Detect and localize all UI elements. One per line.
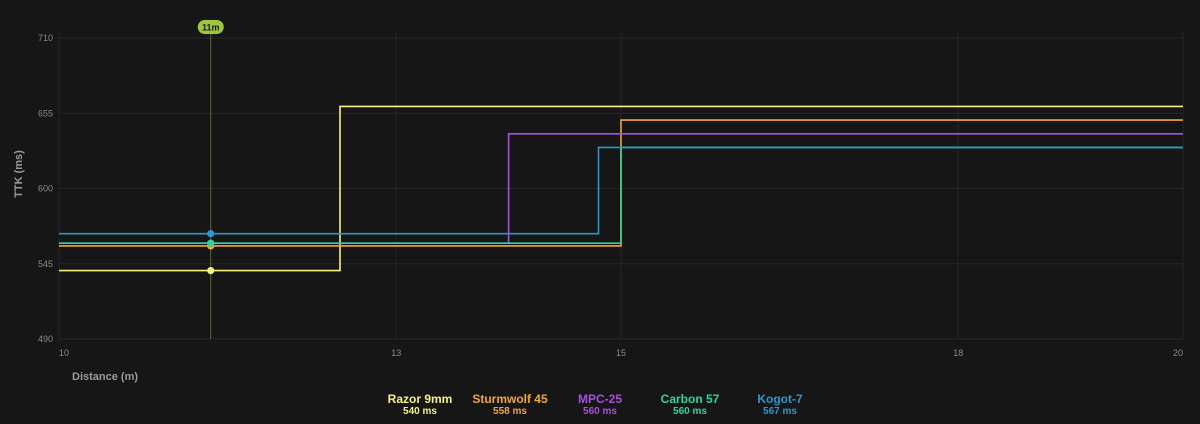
y-axis-title: TTK (ms) <box>13 150 25 198</box>
legend-series-name: Kogot-7 <box>757 392 803 406</box>
marker-dots <box>207 230 215 275</box>
x-tick-label: 20 <box>1173 348 1183 358</box>
x-tick-label: 15 <box>616 348 626 358</box>
legend-series-value: 540 ms <box>403 406 437 417</box>
series-line-carbon-57 <box>59 146 1183 245</box>
legend-item[interactable]: Carbon 57 560 ms <box>644 392 736 418</box>
x-tick-label: 10 <box>59 348 69 358</box>
y-tick-label: 490 <box>38 334 53 344</box>
legend-item[interactable]: Kogot-7 567 ms <box>734 392 826 418</box>
legend: Razor 9mm 540 ms Sturmwolf 45 558 ms MPC-25 5… <box>0 392 1200 418</box>
legend-item[interactable]: Sturmwolf 45 558 ms <box>464 392 556 418</box>
y-tick-label: 710 <box>38 33 53 43</box>
y-tick-label: 545 <box>38 259 53 269</box>
x-axis-title: Distance (m) <box>72 371 138 383</box>
legend-item[interactable]: Razor 9mm 540 ms <box>374 392 466 418</box>
series-line-razor-9mm <box>59 105 1183 272</box>
marker-dot-kogot-7 <box>207 230 215 238</box>
legend-series-name: Razor 9mm <box>387 392 453 406</box>
y-tick-label: 600 <box>38 184 53 194</box>
marker-dot-razor-9mm <box>207 266 215 275</box>
axis-ticks: 490 545 600 655 710 10 13 15 18 20 <box>38 33 1183 358</box>
x-tick-label: 18 <box>953 348 963 358</box>
legend-series-name: Carbon 57 <box>660 392 720 406</box>
marker-dot-carbon-57 <box>207 239 215 247</box>
legend-series-value: 560 ms <box>583 406 617 417</box>
distance-marker[interactable]: 11m <box>197 20 224 339</box>
x-tick-label: 13 <box>391 348 401 358</box>
marker-badge[interactable] <box>197 20 224 34</box>
legend-item[interactable]: MPC-25 560 ms <box>554 392 646 418</box>
y-tick-label: 655 <box>38 108 53 118</box>
legend-series-name: Sturmwolf 45 <box>472 392 548 406</box>
legend-series-name: MPC-25 <box>577 392 622 406</box>
legend-series-value: 567 ms <box>763 406 797 417</box>
series-lines <box>59 105 1183 272</box>
series-line-kogot-7 <box>59 146 1183 235</box>
legend-series-value: 558 ms <box>493 406 527 417</box>
marker-label: 11m <box>202 23 220 33</box>
legend-series-value: 560 ms <box>673 406 707 417</box>
